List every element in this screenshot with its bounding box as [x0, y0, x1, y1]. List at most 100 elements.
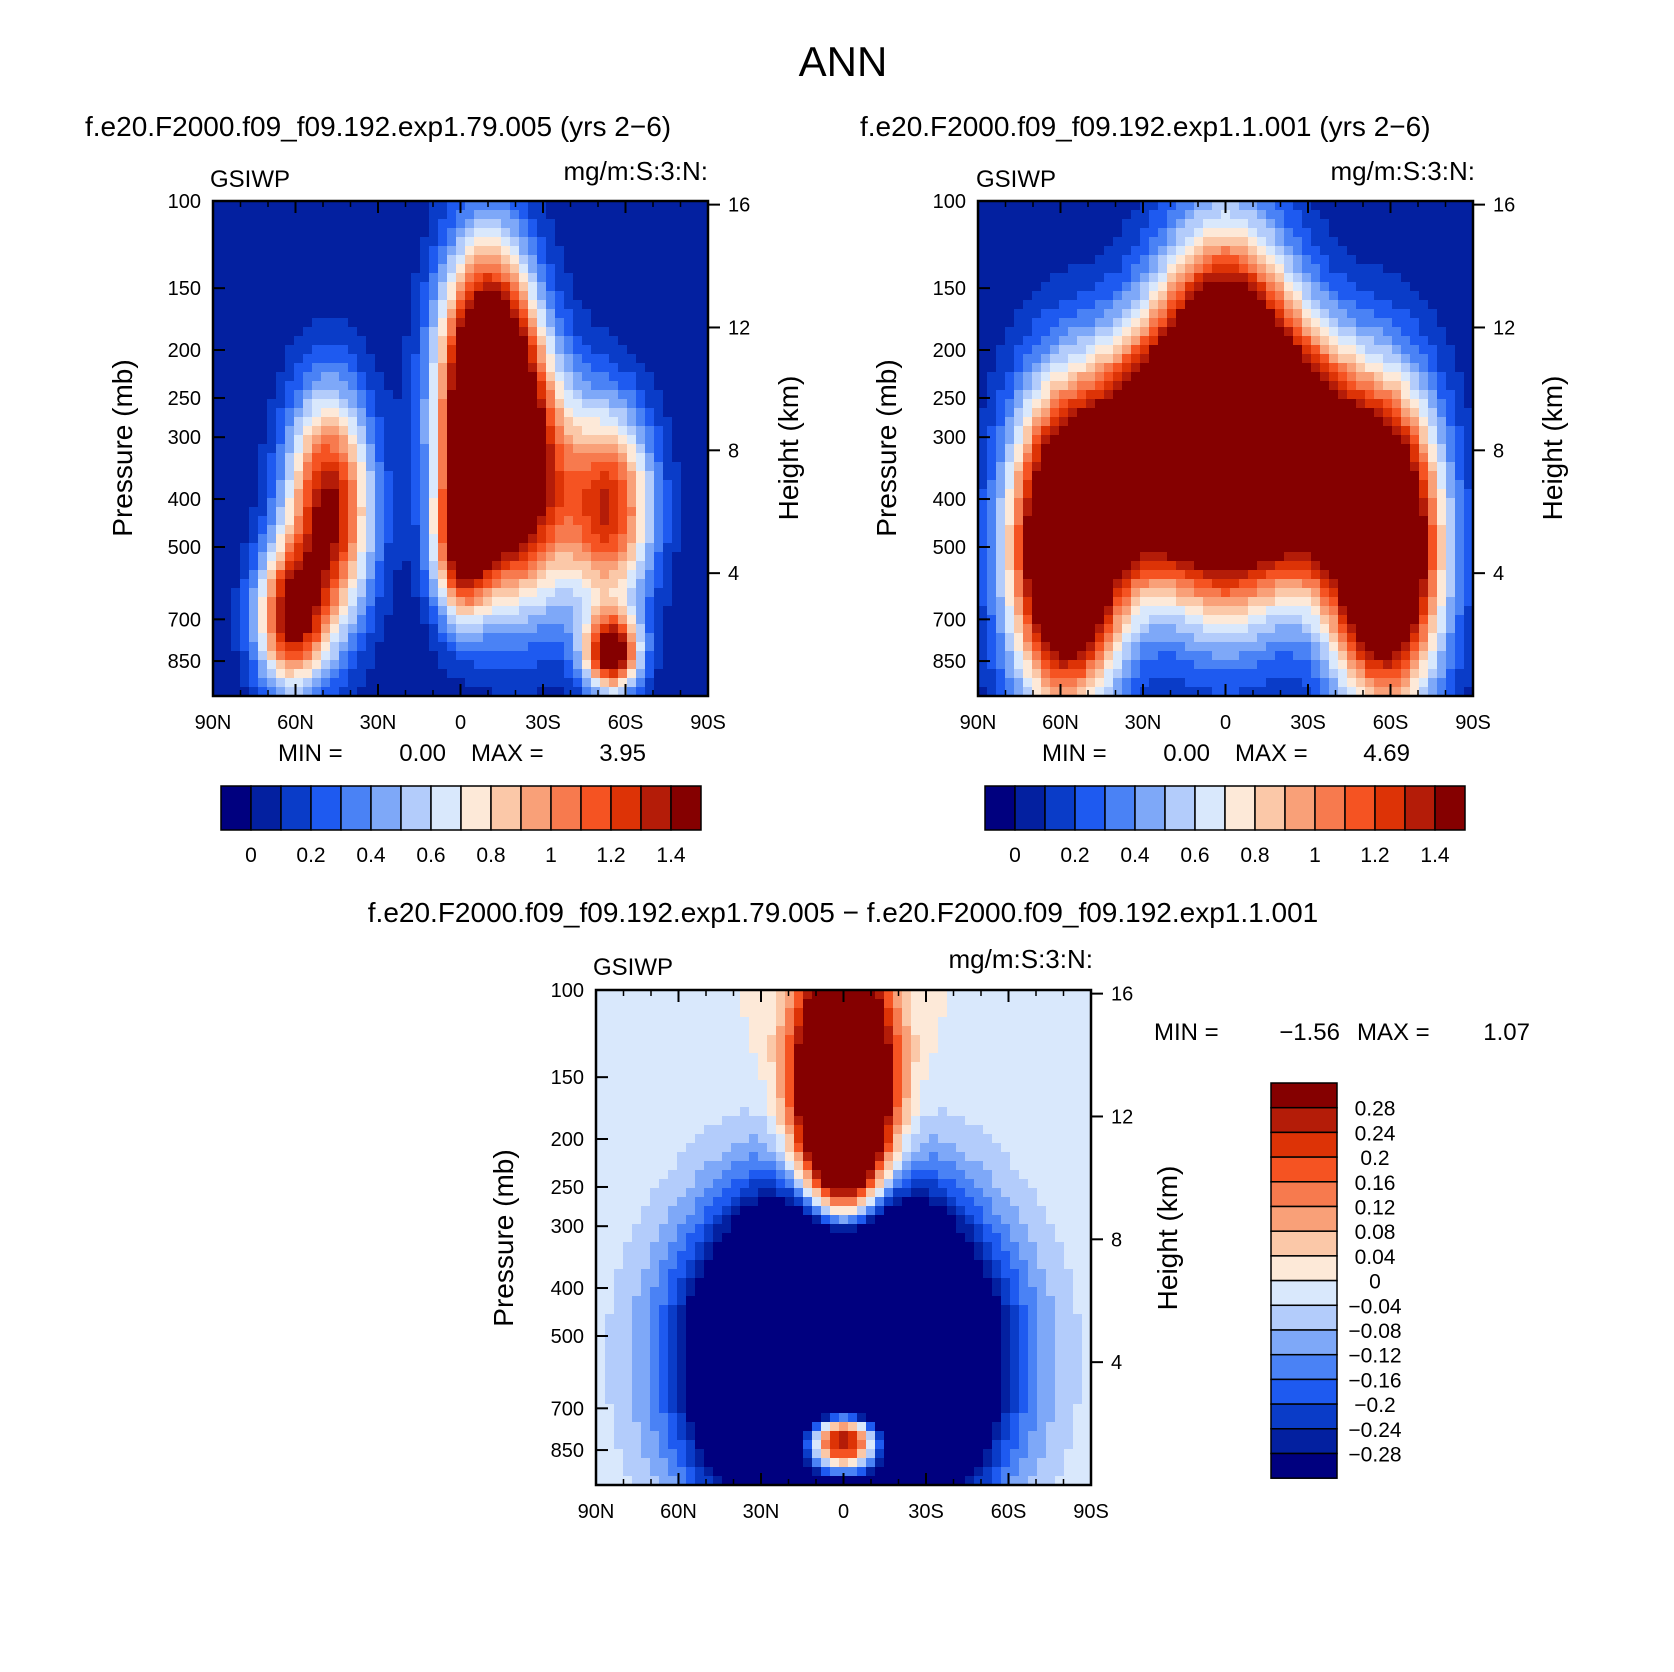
contour-cell	[465, 534, 475, 544]
contour-cell	[384, 426, 394, 436]
contour-cell	[465, 471, 475, 481]
contour-cell	[528, 489, 538, 499]
contour-cell	[276, 300, 286, 310]
contour-cell	[1338, 282, 1348, 292]
contour-cell	[1005, 381, 1015, 391]
contour-cell	[474, 579, 484, 589]
contour-cell	[672, 642, 682, 652]
contour-cell	[276, 390, 286, 400]
contour-cell	[303, 498, 313, 508]
contour-cell	[573, 633, 583, 643]
contour-cell	[1374, 426, 1384, 436]
contour-cell	[474, 516, 484, 526]
contour-cell	[510, 615, 520, 625]
contour-cell	[1014, 345, 1024, 355]
contour-cell	[303, 408, 313, 418]
contour-cell	[1446, 309, 1456, 319]
contour-cell	[987, 219, 997, 229]
contour-cell	[474, 552, 484, 562]
contour-cell	[492, 588, 502, 598]
contour-cell	[258, 453, 268, 463]
contour-cell	[348, 597, 358, 607]
contour-cell	[1005, 489, 1015, 499]
contour-cell	[429, 372, 439, 382]
contour-cell	[987, 237, 997, 247]
contour-cell	[456, 327, 466, 337]
contour-cell	[1437, 399, 1447, 409]
contour-cell	[411, 228, 421, 238]
contour-cell	[1338, 318, 1348, 328]
contour-cell	[609, 417, 619, 427]
contour-cell	[573, 660, 583, 670]
contour-cell	[591, 606, 601, 616]
contour-cell	[546, 516, 556, 526]
contour-cell	[1014, 453, 1024, 463]
contour-cell	[1374, 489, 1384, 499]
contour-cell	[564, 453, 574, 463]
contour-cell	[1158, 309, 1168, 319]
contour-cell	[1455, 246, 1465, 256]
contour-cell	[420, 210, 430, 220]
contour-cell	[1365, 453, 1375, 463]
contour-cell	[474, 651, 484, 661]
contour-cell	[357, 660, 367, 670]
contour-cell	[258, 201, 268, 211]
contour-cell	[1401, 471, 1411, 481]
contour-cell	[258, 678, 268, 688]
contour-cell	[1374, 435, 1384, 445]
contour-cell	[1428, 318, 1438, 328]
contour-cell	[510, 570, 520, 580]
contour-cell	[501, 588, 511, 598]
contour-cell	[1311, 246, 1321, 256]
contour-cell	[393, 336, 403, 346]
contour-cell	[402, 651, 412, 661]
contour-cell	[546, 336, 556, 346]
contour-cell	[1464, 435, 1474, 445]
contour-cell	[627, 516, 637, 526]
contour-cell	[564, 210, 574, 220]
contour-cell	[492, 390, 502, 400]
contour-cell	[1041, 453, 1051, 463]
contour-cell	[1014, 228, 1024, 238]
contour-cell	[1005, 318, 1015, 328]
contour-cell	[690, 345, 700, 355]
contour-cell	[1374, 237, 1384, 247]
contour-cell	[1023, 417, 1033, 427]
contour-cell	[249, 363, 259, 373]
contour-cell	[1248, 327, 1258, 337]
contour-cell	[276, 597, 286, 607]
contour-cell	[375, 480, 385, 490]
contour-cell	[528, 624, 538, 634]
contour-cell	[384, 318, 394, 328]
contour-cell	[1158, 327, 1168, 337]
contour-cell	[411, 372, 421, 382]
contour-cell	[1068, 237, 1078, 247]
contour-cell	[1023, 282, 1033, 292]
contour-cell	[294, 291, 304, 301]
contour-cell	[618, 660, 628, 670]
contour-cell	[1464, 444, 1474, 454]
contour-cell	[1293, 345, 1303, 355]
contour-cell	[573, 327, 583, 337]
contour-cell	[339, 426, 349, 436]
contour-cell	[1077, 390, 1087, 400]
contour-cell	[456, 597, 466, 607]
contour-cell	[375, 435, 385, 445]
contour-cell	[618, 489, 628, 499]
contour-cell	[447, 255, 457, 265]
contour-cell	[231, 570, 241, 580]
contour-cell	[645, 507, 655, 517]
contour-cell	[420, 273, 430, 283]
contour-cell	[1077, 462, 1087, 472]
contour-cell	[1032, 291, 1042, 301]
contour-cell	[681, 381, 691, 391]
contour-cell	[456, 273, 466, 283]
contour-cell	[1086, 453, 1096, 463]
contour-cell	[285, 687, 295, 697]
contour-cell	[1131, 489, 1141, 499]
contour-cell	[1086, 399, 1096, 409]
contour-cell	[1401, 426, 1411, 436]
contour-cell	[672, 480, 682, 490]
contour-cell	[411, 543, 421, 553]
contour-cell	[600, 480, 610, 490]
